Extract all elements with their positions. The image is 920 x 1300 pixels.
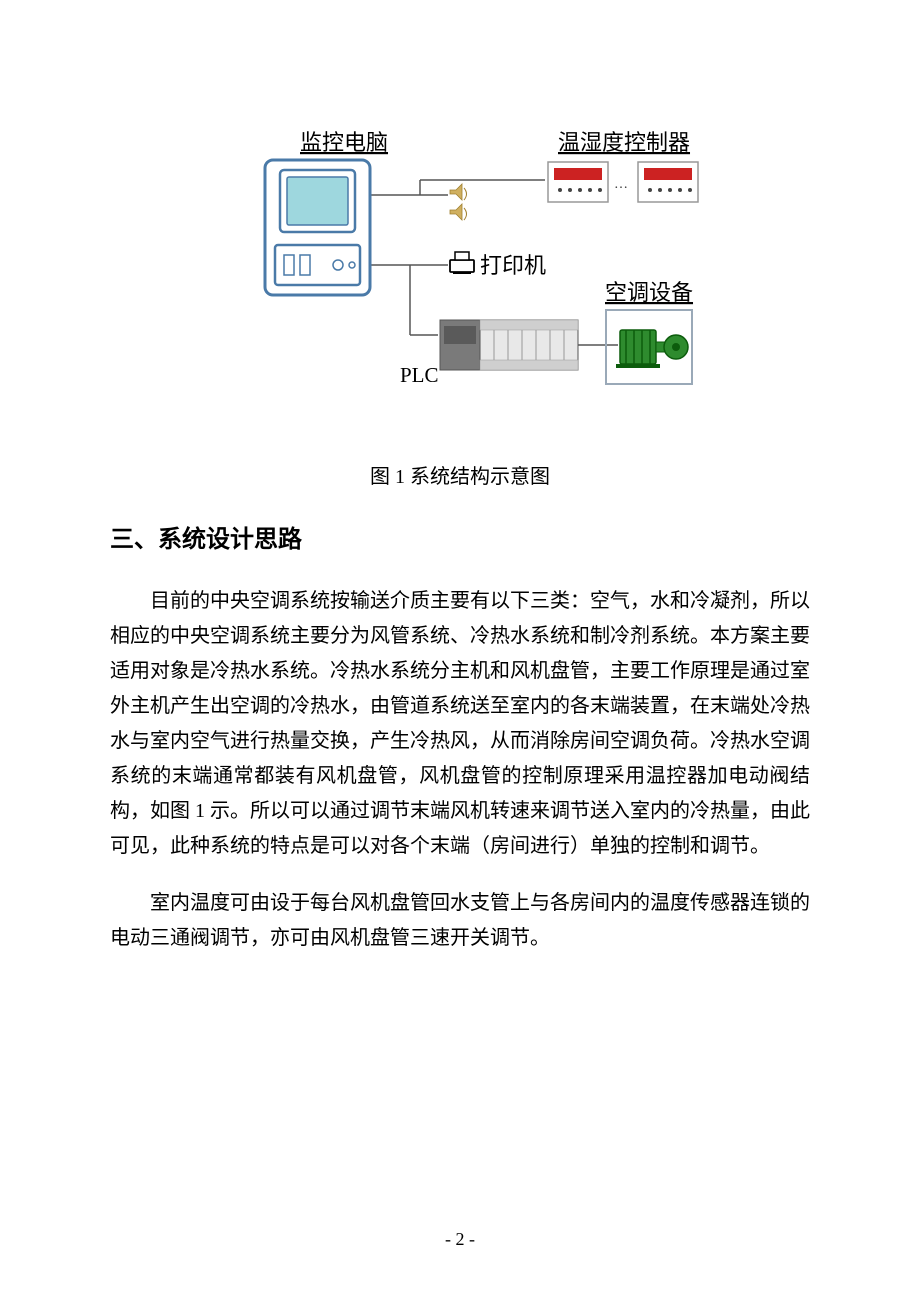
controllers-icon: … (548, 162, 698, 202)
monitor-pc-label: 监控电脑 (300, 130, 388, 155)
svg-text:…: … (614, 177, 628, 192)
speakers-icon (450, 184, 467, 220)
controllers-label: 温湿度控制器 (558, 130, 690, 155)
printer-label: 打印机 (480, 253, 546, 278)
plc-icon (440, 320, 578, 370)
system-structure-diagram: 监控电脑 (210, 120, 710, 420)
plc-label: PLC (400, 363, 439, 387)
paragraph-2: 室内温度可由设于每台风机盘管回水支管上与各房间内的温度传感器连锁的电动三通阀调节… (110, 886, 810, 956)
hvac-icon (606, 310, 692, 384)
paragraph-1: 目前的中央空调系统按输送介质主要有以下三类：空气，水和冷凝剂，所以相应的中央空调… (110, 584, 810, 864)
page-number: - 2 - (0, 1229, 920, 1250)
monitor-pc-icon (265, 160, 370, 295)
hvac-label: 空调设备 (605, 280, 693, 305)
section-heading: 三、系统设计思路 (110, 519, 810, 554)
figure-caption: 图 1 系统结构示意图 (110, 460, 810, 489)
printer-icon (450, 252, 474, 274)
